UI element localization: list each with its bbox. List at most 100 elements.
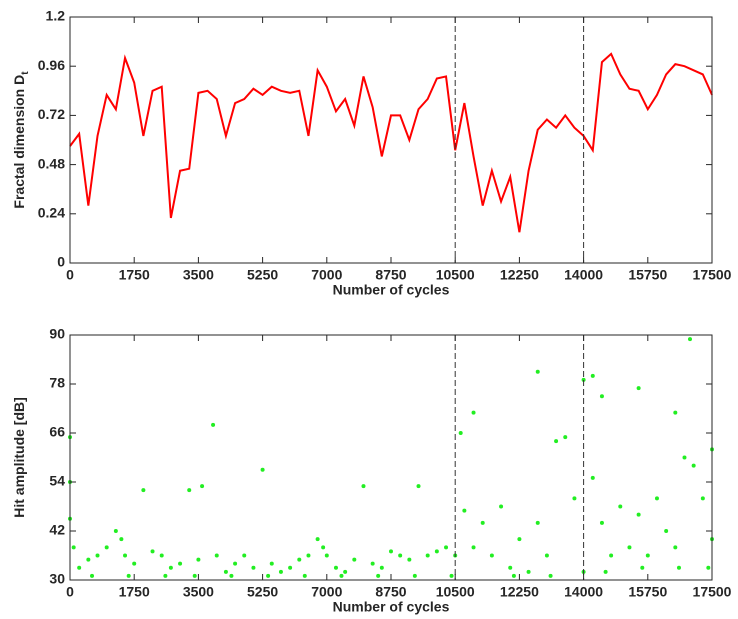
data-point [599, 394, 604, 399]
data-point [548, 573, 553, 578]
data-point [278, 569, 283, 574]
data-point [517, 537, 522, 542]
x-tick-label: 0 [66, 584, 74, 600]
x-tick-label: 14000 [564, 584, 603, 600]
data-point [499, 504, 504, 509]
y-tick-label: 0.72 [38, 106, 65, 122]
y-axis-label: Fractal dimension Dt [11, 71, 31, 209]
x-tick-label: 10500 [436, 267, 475, 283]
y-axis-label: Hit amplitude [dB] [11, 397, 27, 518]
y-tick-label: 90 [49, 326, 65, 342]
data-point [636, 512, 641, 517]
data-point [434, 549, 439, 554]
y-tick-label: 0.24 [38, 205, 65, 221]
x-tick-label: 8750 [375, 267, 406, 283]
data-point [535, 520, 540, 525]
data-point [416, 484, 421, 489]
x-tick-label: 17500 [693, 584, 732, 600]
data-point [104, 545, 109, 550]
x-tick-label: 17500 [693, 267, 732, 283]
data-point [544, 553, 549, 558]
data-point [86, 557, 91, 562]
data-point [95, 553, 100, 558]
x-tick-label: 1750 [119, 267, 150, 283]
y-tick-label: 54 [49, 473, 65, 489]
data-point [333, 565, 338, 570]
data-point [211, 422, 216, 427]
data-point [673, 410, 678, 415]
data-point [77, 565, 82, 570]
y-axis-label-main: Hit amplitude [dB] [11, 397, 27, 518]
data-point [673, 545, 678, 550]
data-point [233, 561, 238, 566]
data-point [627, 545, 632, 550]
y-tick-label: 30 [49, 571, 65, 587]
data-point [590, 475, 595, 480]
data-point [370, 561, 375, 566]
y-tick-label: 66 [49, 424, 65, 440]
x-tick-label: 12250 [500, 267, 539, 283]
data-point [269, 561, 274, 566]
x-tick-label: 15750 [628, 584, 667, 600]
x-tick-label: 5250 [247, 584, 278, 600]
data-point [526, 569, 531, 574]
x-axis-label: Number of cycles [333, 282, 450, 298]
data-point [196, 557, 201, 562]
y-tick-label: 0.48 [38, 155, 65, 171]
data-point [687, 337, 692, 342]
x-tick-label: 7000 [311, 267, 342, 283]
y-axis-label-main: Fractal dimension D [11, 75, 27, 209]
data-point [187, 488, 192, 493]
data-point [676, 565, 681, 570]
y-tick-label: 42 [49, 522, 65, 538]
data-point [471, 410, 476, 415]
data-point [324, 553, 329, 558]
data-point [150, 549, 155, 554]
data-point [407, 557, 412, 562]
data-point [462, 508, 467, 513]
data-point [645, 553, 650, 558]
x-tick-label: 15750 [628, 267, 667, 283]
data-point [321, 545, 326, 550]
data-point [664, 529, 669, 533]
data-point [132, 561, 137, 566]
data-point [444, 545, 449, 550]
data-point [618, 504, 623, 509]
data-point [315, 537, 320, 542]
data-point [192, 573, 197, 578]
data-point [535, 369, 540, 374]
data-point [297, 557, 302, 562]
data-point [200, 484, 205, 489]
data-point [126, 573, 131, 578]
y-tick-label: 78 [49, 375, 65, 391]
data-point [123, 553, 128, 558]
data-point [339, 573, 344, 578]
data-point [306, 553, 311, 558]
data-point [412, 573, 417, 578]
data-point [361, 484, 366, 489]
data-point [379, 565, 384, 570]
data-point [458, 431, 463, 435]
data-point [141, 488, 146, 493]
data-point [288, 565, 293, 570]
subplot: 0 0.24 0.48 0.72 0.96 1.2 0 1750 3500 5250 7000 875… [11, 8, 732, 298]
data-point [352, 557, 357, 562]
x-tick-label: 3500 [183, 584, 214, 600]
data-point [119, 537, 124, 542]
data-point [242, 553, 247, 558]
data-point [554, 439, 559, 444]
data-point [223, 569, 228, 574]
subplot: 30 42 54 66 78 90 0 1750 3500 5250 7000 8750 10500 12… [11, 326, 732, 615]
data-point [636, 386, 641, 391]
data-point [654, 496, 659, 501]
data-point [343, 569, 348, 574]
data-point [480, 520, 485, 525]
x-tick-label: 5250 [247, 267, 278, 283]
data-point [691, 463, 696, 468]
x-axis-label: Number of cycles [333, 599, 450, 615]
data-point [178, 561, 183, 566]
data-point [159, 553, 164, 558]
data-line [69, 52, 713, 233]
data-point [640, 565, 645, 570]
